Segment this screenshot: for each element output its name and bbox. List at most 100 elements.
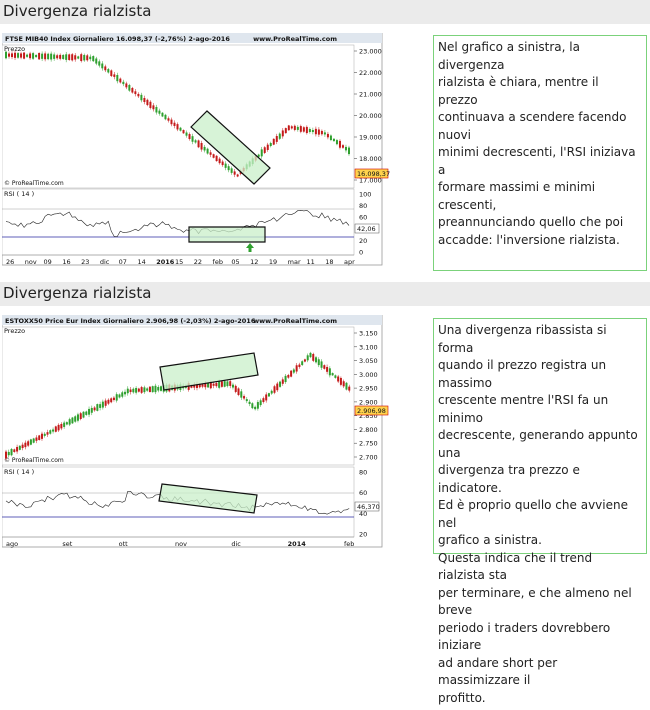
candle-body — [296, 126, 299, 130]
candle-body — [101, 63, 104, 69]
candle-body — [140, 94, 143, 101]
candle-body — [221, 161, 224, 166]
candle-body — [49, 430, 52, 434]
candle-body — [13, 449, 16, 452]
candle-body — [182, 130, 185, 134]
candle-body — [234, 385, 237, 392]
chart-header-site: www.ProRealTime.com — [253, 317, 337, 325]
rsi-panel-label: RSI ( 14 ) — [4, 190, 34, 198]
price-axis-label: 17.000 — [359, 177, 382, 185]
text-line: quando il prezzo registra un massimo — [438, 358, 607, 390]
candle-body — [339, 377, 342, 385]
candle-body — [233, 171, 236, 175]
x-axis-label: 19 — [269, 258, 277, 266]
candle-body — [317, 359, 320, 366]
candle-body — [95, 58, 98, 64]
candle-body — [206, 148, 209, 154]
candle-body — [24, 442, 27, 448]
rsi-axis-label: 20 — [359, 237, 367, 245]
explanation-box-1: Nel grafico a sinistra, la divergenza ria… — [433, 35, 647, 271]
candle-body — [276, 383, 279, 391]
candle-body — [299, 126, 302, 132]
price-axis-label: 19.000 — [359, 134, 382, 142]
candle-body — [116, 74, 119, 82]
candle-body — [96, 404, 99, 411]
candle-body — [317, 129, 320, 135]
candle-body — [323, 365, 326, 369]
candle-body — [90, 407, 93, 413]
x-axis-label: dic — [100, 258, 110, 266]
candle-body — [273, 386, 276, 393]
candle-body — [323, 132, 326, 135]
candle-body — [207, 382, 210, 388]
price-axis-label: 2.850 — [359, 412, 378, 420]
candle-body — [167, 118, 170, 121]
candle-body — [240, 391, 243, 398]
rsi-last-value: 42,06 — [357, 225, 376, 233]
candle-body — [176, 124, 179, 130]
candle-body — [332, 138, 335, 142]
candle-body — [193, 384, 196, 388]
candle-body — [131, 87, 134, 93]
candle-body — [32, 53, 35, 59]
chart-ftse-mib[interactable]: FTSE MIB40 Index Giornaliero 16.098,37 (… — [2, 33, 392, 273]
candle-body — [11, 53, 14, 58]
candle-body — [229, 381, 232, 386]
candle-body — [185, 132, 188, 136]
last-price-tag — [354, 405, 389, 416]
x-axis-label: 16 — [62, 258, 70, 266]
candle-body — [71, 54, 74, 61]
candle-body — [326, 133, 329, 138]
rsi-axis-label: 100 — [359, 191, 371, 199]
candle-body — [212, 154, 215, 158]
candle-body — [278, 133, 281, 139]
rsi-last-value: 46,370 — [357, 503, 380, 511]
chart-header-site: www.ProRealTime.com — [253, 35, 337, 43]
text-line: decrescente, generando appunto una — [438, 428, 638, 460]
rsi-axis-label: 40 — [359, 510, 367, 518]
candle-body — [52, 429, 55, 432]
candle-body — [57, 424, 60, 431]
price-axis-label: 2.700 — [359, 454, 378, 462]
candle-body — [132, 388, 135, 393]
candle-body — [68, 419, 71, 425]
candle-body — [237, 388, 240, 395]
x-axis-label: apr — [344, 258, 355, 266]
text-line: Nel grafico a sinistra, la divergenza — [438, 40, 580, 72]
rsi-axis-label: 60 — [359, 214, 367, 222]
candle-body — [335, 140, 338, 145]
chart-estoxx50[interactable]: ESTOXX50 Price Eur Index Giornaliero 2.9… — [2, 315, 392, 555]
x-axis-label: 23 — [81, 258, 89, 266]
text-line: Questa indica che il trend rialzista sta — [438, 550, 593, 583]
candle-body — [306, 355, 309, 361]
text-line: Una divergenza ribassista si forma — [438, 323, 607, 355]
candle-body — [129, 389, 132, 393]
text-line: ad andare short per massimizzare il — [438, 655, 558, 688]
candle-body — [35, 54, 38, 58]
candle-body — [201, 384, 204, 387]
rsi-line — [5, 209, 350, 237]
price-panel — [2, 326, 355, 466]
candle-body — [5, 451, 7, 459]
chart-watermark: © ProRealTime.com — [4, 180, 64, 187]
rsi-panel — [2, 188, 355, 256]
candle-body — [35, 437, 38, 441]
candle-body — [74, 55, 77, 60]
explanation-text-1: Nel grafico a sinistra, la divergenza ria… — [434, 36, 646, 252]
candle-body — [128, 85, 131, 91]
candle-body — [200, 142, 203, 150]
candle-body — [122, 81, 125, 85]
candle-body — [292, 369, 295, 373]
candle-body — [262, 398, 265, 402]
candle-body — [146, 388, 149, 391]
candle-body — [115, 394, 118, 401]
x-axis-label: 12 — [250, 258, 258, 266]
candle-body — [331, 373, 334, 376]
candle-body — [7, 451, 10, 456]
x-axis-label: 09 — [44, 258, 52, 266]
candle-body — [104, 66, 107, 71]
candle-body — [26, 54, 29, 57]
candle-body — [218, 158, 221, 164]
candle-body — [137, 93, 140, 97]
candle-body — [256, 402, 259, 409]
